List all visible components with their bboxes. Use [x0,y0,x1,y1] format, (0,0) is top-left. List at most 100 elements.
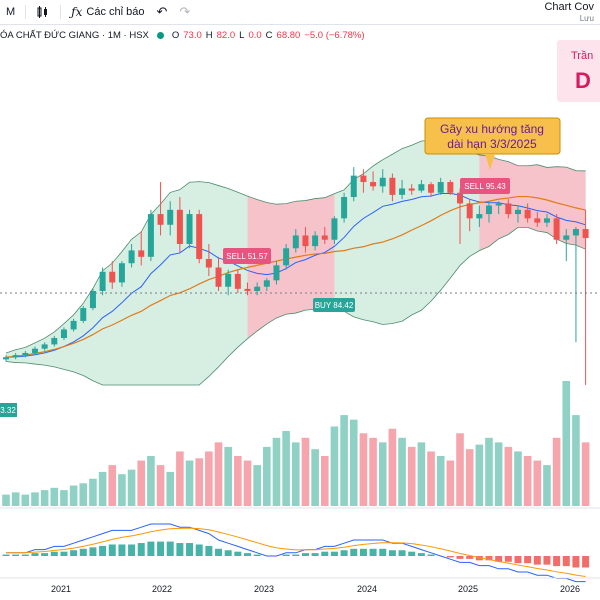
candle [41,342,48,351]
undo-icon: ↶ [156,4,168,19]
volume-bar [552,437,561,506]
macd-histogram-bar [215,548,223,556]
candle [457,188,464,244]
candle [138,231,145,266]
promo-banner[interactable]: Trần D [557,40,600,102]
macd-histogram-bar [12,554,20,556]
buy-signal-1 [313,298,355,312]
candle [514,205,521,223]
volume-bar [465,449,474,506]
volume-bar [185,460,194,506]
candle [186,209,193,249]
volume-bar [60,490,68,506]
candle [263,278,270,291]
sell-signal-2-text: SELL 95.43 [464,182,506,191]
macd-histogram-bar [495,556,503,562]
macd-histogram-bar [292,554,300,556]
change-value: −5.0 (−6.78%) [304,30,365,41]
indicators-button[interactable]: ƒx Các chỉ báo [65,0,150,24]
volume-bar [456,433,464,506]
macd-histogram-bar [205,545,213,556]
candles-icon [37,6,48,18]
candle [147,209,154,262]
candle [99,267,106,296]
volume-bar [272,437,281,506]
candle [244,282,251,296]
fx-icon: ƒx [71,5,83,19]
macd-histogram-bar [543,556,551,565]
close-value: 68.80 [276,30,301,41]
trend-break-text-2: dài hạn 3/3/2025 [447,137,537,151]
bollinger-band-fill [6,140,586,385]
candle [205,244,212,277]
volume-bar [195,458,203,506]
candle [370,171,377,191]
volume-bar [398,437,406,506]
symbol-title[interactable]: ÓA CHẤT ĐỨC GIANG · 1M · HSX [0,30,149,41]
macd-histogram-bar [456,556,464,559]
candle [118,261,125,287]
volume-bar [359,433,368,506]
candle [524,203,531,223]
volume-bar [369,437,377,506]
trend-break-callout [424,117,561,155]
macd-histogram-bar [50,551,58,556]
brand-area[interactable]: Chart Cov Lưu [544,2,594,24]
volume-bar [40,490,49,506]
macd-histogram-bar [99,545,107,556]
redo-button[interactable]: ↷ [173,0,196,24]
candle [572,226,579,343]
bar-style-button[interactable] [30,0,56,24]
volume-bar [340,415,348,506]
candle [215,256,222,291]
candle [80,305,87,324]
volume-bar [11,492,20,506]
volume-bar [504,446,513,506]
macd-histogram-bar [408,551,416,556]
macd-histogram-bar [533,556,541,565]
candle [379,169,386,193]
candle [176,197,183,253]
volume-bar [224,446,232,506]
candle [157,182,164,236]
candle [128,244,135,268]
macd-histogram-bar [186,543,194,556]
volume-bar [2,494,10,506]
macd-histogram-bar [582,556,590,568]
promo-name: Trần [571,50,594,62]
volume-bar [21,494,30,506]
time-axis-label: 2022 [152,584,172,594]
volume-bar [388,428,397,506]
macd-histogram-bar [137,543,145,556]
volume-bar [514,451,522,506]
volume-bar [205,451,213,506]
volume-bar [417,442,426,506]
volume-bar [108,465,117,506]
candle [389,173,396,202]
sell-zone-fill-2 [479,154,586,251]
candle [312,231,319,251]
volume-bar [253,465,261,506]
volume-bar [330,426,339,506]
macd-histogram-bar [388,550,396,556]
candle [428,182,435,197]
redo-icon: ↷ [179,4,191,19]
candle [466,199,473,232]
market-status-icon [156,32,164,39]
macd-histogram-bar [301,553,309,556]
candle [225,269,232,296]
sell-signal-2 [460,178,510,194]
sell-signal-1-text: SELL 51.57 [226,252,268,261]
candle [553,214,560,244]
macd-histogram-bar [60,551,68,556]
undo-button[interactable]: ↶ [150,0,173,24]
interval-button[interactable]: M [0,0,21,24]
macd-histogram-bar [128,544,136,556]
macd-histogram-bar [224,550,232,556]
volume-bar [156,465,165,506]
candle [486,201,492,223]
candle [3,355,9,362]
volume-bar [427,451,435,506]
candle [109,261,116,289]
